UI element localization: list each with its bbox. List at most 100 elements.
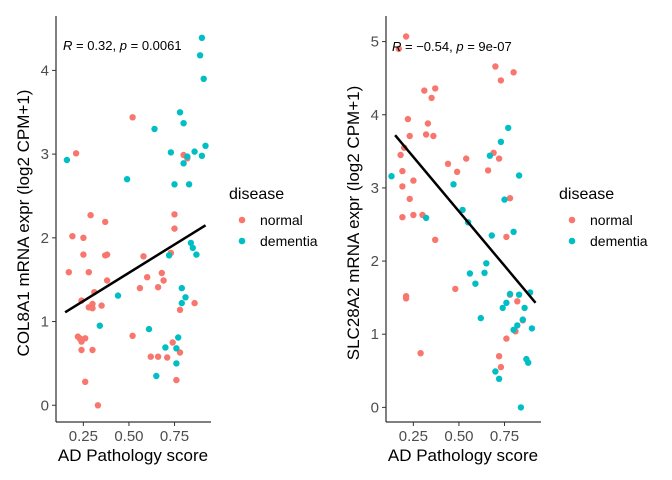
legend-label-dementia-right: dementia [590, 233, 648, 249]
x-tick-label-right-0-25: 0.25 [399, 428, 428, 445]
y-tick-label-right-5: 5 [371, 34, 379, 51]
data-point-dementia-right-20 [510, 326, 517, 333]
data-point-dementia-right-5 [472, 280, 479, 287]
data-point-normal-left-35 [164, 354, 171, 361]
data-point-dementia-right-15 [501, 196, 508, 203]
legend-key-normal-left [238, 216, 246, 224]
data-point-normal-right-36 [495, 353, 503, 360]
data-point-normal-right-13 [402, 295, 410, 302]
data-point-normal-left-25 [129, 114, 136, 121]
data-point-dementia-left-4 [145, 325, 153, 333]
data-point-dementia-right-13 [497, 138, 505, 145]
legend-label-normal-right: normal [590, 212, 633, 228]
data-point-dementia-left-24 [196, 52, 204, 59]
data-point-normal-right-21 [432, 236, 439, 243]
data-point-normal-left-39 [173, 376, 180, 384]
legend-title-right: disease [559, 186, 614, 203]
data-point-dementia-left-2 [114, 292, 122, 299]
data-point-normal-right-17 [428, 94, 435, 102]
axes-right: 0 1 2 3 4 5 0.25 0.50 0.75 [371, 16, 541, 445]
data-point-dementia-left-0 [63, 156, 71, 164]
data-point-normal-left-2 [80, 234, 87, 241]
y-tick-label-left-0: 0 [41, 397, 49, 414]
data-point-dementia-right-12 [495, 375, 503, 382]
correlation-annotation-right: R = −0.54, p = 9e-07 [392, 39, 512, 54]
data-point-normal-left-27 [136, 284, 144, 292]
x-tick-label-left-0-25: 0.25 [69, 428, 98, 445]
x-tick-label-left-0-75: 0.75 [160, 428, 189, 445]
scatter-points-left [63, 34, 209, 409]
data-point-normal-right-34 [503, 233, 510, 241]
data-point-dementia-right-29 [528, 325, 536, 332]
data-point-normal-left-44 [191, 299, 198, 307]
data-point-dementia-left-12 [175, 334, 182, 341]
data-point-normal-left-22 [89, 346, 96, 354]
data-point-normal-left-20 [78, 346, 85, 354]
data-point-normal-left-13 [98, 302, 105, 309]
data-point-normal-right-14 [421, 87, 428, 94]
data-point-normal-left-24 [94, 402, 102, 409]
y-axis-title-left: COL8A1 mRNA expr (log2 CPM+1) [14, 90, 33, 357]
data-point-normal-right-10 [399, 214, 406, 221]
data-point-normal-right-28 [492, 63, 499, 70]
data-point-normal-left-26 [129, 332, 136, 339]
left-panel-col8a1: 0 1 2 3 4 0.25 0.50 0.75 AD Pathology score COL… [14, 16, 211, 465]
data-point-dementia-left-15 [178, 299, 185, 307]
data-point-dementia-left-18 [182, 294, 189, 301]
data-point-normal-left-37 [171, 225, 178, 232]
y-tick-label-left-1: 1 [41, 314, 49, 331]
data-point-normal-left-32 [154, 284, 162, 291]
data-point-dementia-left-8 [165, 252, 173, 259]
data-point-dementia-left-28 [202, 142, 209, 149]
y-tick-label-left-3: 3 [41, 146, 49, 163]
data-point-normal-right-6 [404, 115, 412, 123]
data-point-normal-right-29 [497, 77, 505, 84]
data-point-normal-left-38 [171, 211, 178, 218]
legend-left: disease normal dementia [229, 186, 318, 249]
data-point-normal-left-45 [169, 339, 176, 346]
data-point-dementia-right-10 [488, 232, 495, 239]
data-point-normal-left-29 [144, 274, 151, 281]
data-point-dementia-right-3 [459, 206, 466, 214]
data-point-normal-left-14 [103, 251, 111, 258]
regression-line-left [64, 224, 207, 314]
data-point-dementia-right-2 [450, 181, 457, 188]
data-point-normal-right-18 [432, 85, 439, 92]
data-point-normal-left-30 [147, 353, 154, 360]
data-point-dementia-left-25 [198, 34, 206, 41]
legend-label-normal-left: normal [260, 212, 303, 228]
data-point-normal-right-35 [503, 335, 510, 342]
data-point-normal-right-27 [484, 167, 492, 174]
data-point-normal-right-1 [402, 33, 410, 40]
data-point-normal-right-15 [424, 120, 432, 127]
data-point-normal-right-5 [399, 183, 406, 190]
data-point-normal-left-31 [154, 353, 162, 360]
data-point-normal-right-8 [410, 177, 417, 184]
data-point-normal-right-32 [510, 69, 517, 76]
data-point-normal-right-37 [497, 363, 505, 371]
data-point-dementia-left-21 [187, 239, 195, 247]
data-point-dementia-right-30 [519, 316, 526, 323]
data-point-dementia-left-16 [180, 120, 187, 127]
legend-title-left: disease [229, 186, 284, 203]
x-tick-label-right-0-50: 0.50 [444, 428, 473, 445]
data-point-normal-right-11 [410, 211, 417, 219]
data-point-dementia-right-8 [483, 260, 490, 267]
data-point-dementia-left-27 [200, 75, 207, 83]
data-point-dementia-right-18 [506, 290, 514, 298]
data-point-normal-right-9 [406, 195, 413, 203]
y-tick-label-right-4: 4 [371, 107, 379, 124]
regression-line-right [394, 134, 537, 304]
y-tick-label-right-2: 2 [371, 253, 379, 270]
x-axis-title-right: AD Pathology score [388, 446, 538, 465]
data-point-normal-left-40 [176, 349, 184, 356]
data-point-dementia-left-3 [123, 176, 131, 183]
data-point-dementia-left-13 [176, 109, 184, 116]
data-point-dementia-right-1 [422, 214, 430, 222]
data-point-dementia-right-23 [515, 291, 523, 298]
data-point-dementia-left-6 [153, 372, 160, 380]
data-point-dementia-right-0 [388, 173, 395, 180]
y-tick-label-left-2: 2 [41, 230, 49, 247]
data-point-normal-left-28 [140, 253, 147, 260]
